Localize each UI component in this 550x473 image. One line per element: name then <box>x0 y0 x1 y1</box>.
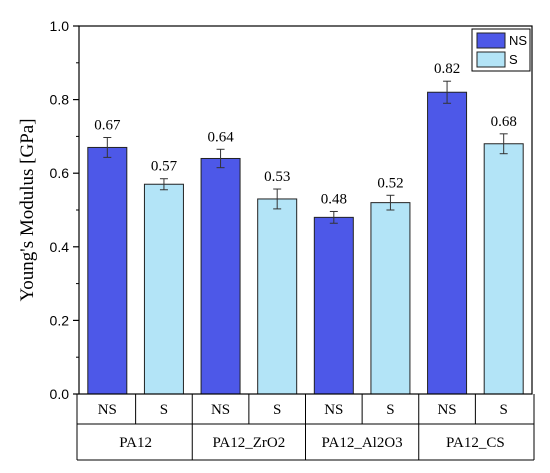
bar-ns-pa12_cs <box>427 91 468 395</box>
y-tick-label: 1.0 <box>50 18 70 34</box>
bar-value-label: 0.57 <box>151 159 178 175</box>
bar-value-label: 0.53 <box>264 169 290 185</box>
bar-ns-pa12_al2o3 <box>313 216 354 395</box>
y-axis-label: Young's Modulus [GPa] <box>17 118 38 301</box>
legend-swatch-ns <box>476 32 506 49</box>
group-label: PA12_ZrO2 <box>212 435 285 451</box>
y-tick-label: 0.4 <box>50 239 70 255</box>
bar-s-pa12_cs <box>483 143 524 395</box>
bar-value-label: 0.67 <box>94 118 121 134</box>
bar-value-label: 0.52 <box>377 175 403 191</box>
group-label: PA12_Al2O3 <box>322 435 403 451</box>
bar-ns-pa12 <box>87 146 128 395</box>
bar-value-label: 0.82 <box>434 61 460 77</box>
bar-s-pa12_al2o3 <box>370 202 411 395</box>
subcategory-label: S <box>500 402 508 418</box>
legend-label: S <box>509 52 518 67</box>
legend: NS S <box>471 28 531 72</box>
subcategory-label: NS <box>324 402 343 418</box>
bar-value-label: 0.48 <box>321 191 347 207</box>
y-tick-label: 0.6 <box>50 165 70 181</box>
subcategory-label: S <box>386 402 394 418</box>
group-label: PA12 <box>119 435 152 451</box>
bars: 0.67 0.57 0.64 0.53 0.48 0.52 0.82 0.68 <box>87 61 524 395</box>
legend-swatch-s <box>476 51 506 68</box>
bar-value-label: 0.68 <box>491 114 517 130</box>
y-tick-label: 0.2 <box>50 312 70 328</box>
category-axis-table: NS S PA12 NS S PA12_ZrO2 NS S PA12_Al2O3 NS S PA12_… <box>76 394 535 461</box>
subcategory-label: S <box>273 402 281 418</box>
subcategory-label: S <box>160 402 168 418</box>
y-axis: 0.0 0.2 0.4 0.6 0.8 1.0 <box>50 18 79 402</box>
bar-s-pa12_zro2 <box>257 198 298 395</box>
y-tick-label: 0.8 <box>50 92 70 108</box>
subcategory-label: NS <box>211 402 230 418</box>
group-label: PA12_CS <box>446 435 505 451</box>
bar-ns-pa12_zro2 <box>200 157 241 395</box>
subcategory-label: NS <box>98 402 117 418</box>
bar-s-pa12 <box>143 183 184 395</box>
subcategory-label: NS <box>437 402 456 418</box>
bar-value-label: 0.64 <box>207 129 234 145</box>
y-tick-label: 0.0 <box>50 386 70 402</box>
legend-label: NS <box>509 33 527 48</box>
